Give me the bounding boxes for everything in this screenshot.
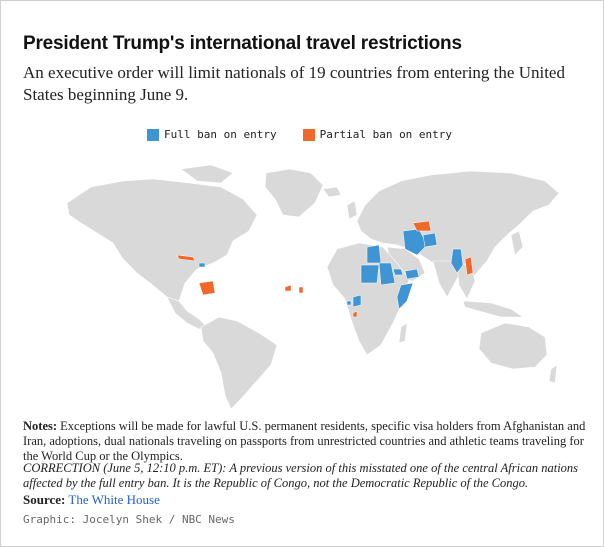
graphic-credit: Graphic: Jocelyn Shek / NBC News: [23, 513, 235, 526]
libya-region: [366, 244, 382, 264]
turkmenistan-region: [412, 220, 432, 232]
indonesia-land: [462, 300, 524, 318]
myanmar-region: [450, 248, 464, 274]
correction-note: CORRECTION (June 5, 12:10 p.m. ET): A pr…: [23, 461, 579, 490]
afghanistan-region: [422, 232, 438, 248]
madagascar-land: [398, 322, 408, 344]
congo-region: [352, 294, 362, 308]
world-map: [66, 164, 560, 410]
north-america-land: [66, 178, 258, 302]
south-america-land: [200, 316, 278, 410]
haiti-region: [198, 262, 206, 268]
cuba-region: [176, 254, 196, 262]
sierra-leone-region: [284, 284, 292, 292]
equatorial-guinea-region: [346, 300, 352, 306]
eritrea-region: [392, 268, 404, 276]
japan-land: [510, 230, 524, 256]
legend-swatch-partial: [302, 128, 315, 141]
legend: Full ban on entry Partial ban on entry: [147, 128, 478, 141]
australia-land: [478, 322, 548, 370]
chart-subtitle: An executive order will limit nationals …: [23, 63, 565, 104]
iceland-land: [322, 186, 342, 198]
somalia-region: [396, 282, 414, 310]
india-land: [432, 260, 460, 298]
legend-item-full: Full ban on entry: [147, 128, 277, 141]
arctic-islands-land: [180, 164, 234, 184]
togo-region: [298, 286, 304, 294]
legend-label-partial: Partial ban on entry: [319, 128, 453, 141]
laos-region: [464, 256, 474, 276]
source-line: Source: The White House: [23, 492, 160, 508]
uk-land: [346, 200, 358, 220]
chart-title: President Trump's international travel r…: [23, 33, 462, 54]
sudan-region: [378, 262, 396, 286]
eurasia-land: [356, 170, 560, 284]
legend-label-full: Full ban on entry: [164, 128, 277, 141]
chad-region: [360, 264, 380, 284]
legend-item-partial: Partial ban on entry: [302, 128, 453, 141]
source-link[interactable]: The White House: [68, 492, 160, 507]
yemen-region: [404, 268, 420, 280]
notes-text: Exceptions will be made for lawful U.S. …: [23, 419, 586, 463]
burundi-region: [352, 310, 358, 318]
venezuela-region: [198, 280, 216, 296]
new-zealand-land: [548, 364, 558, 384]
notes-label: Notes:: [23, 419, 58, 433]
notes: Notes: Exceptions will be made for lawfu…: [23, 419, 588, 464]
central-america-land: [166, 296, 208, 330]
greenland-land: [264, 168, 324, 218]
legend-swatch-full: [147, 128, 159, 141]
source-label: Source:: [23, 492, 66, 507]
